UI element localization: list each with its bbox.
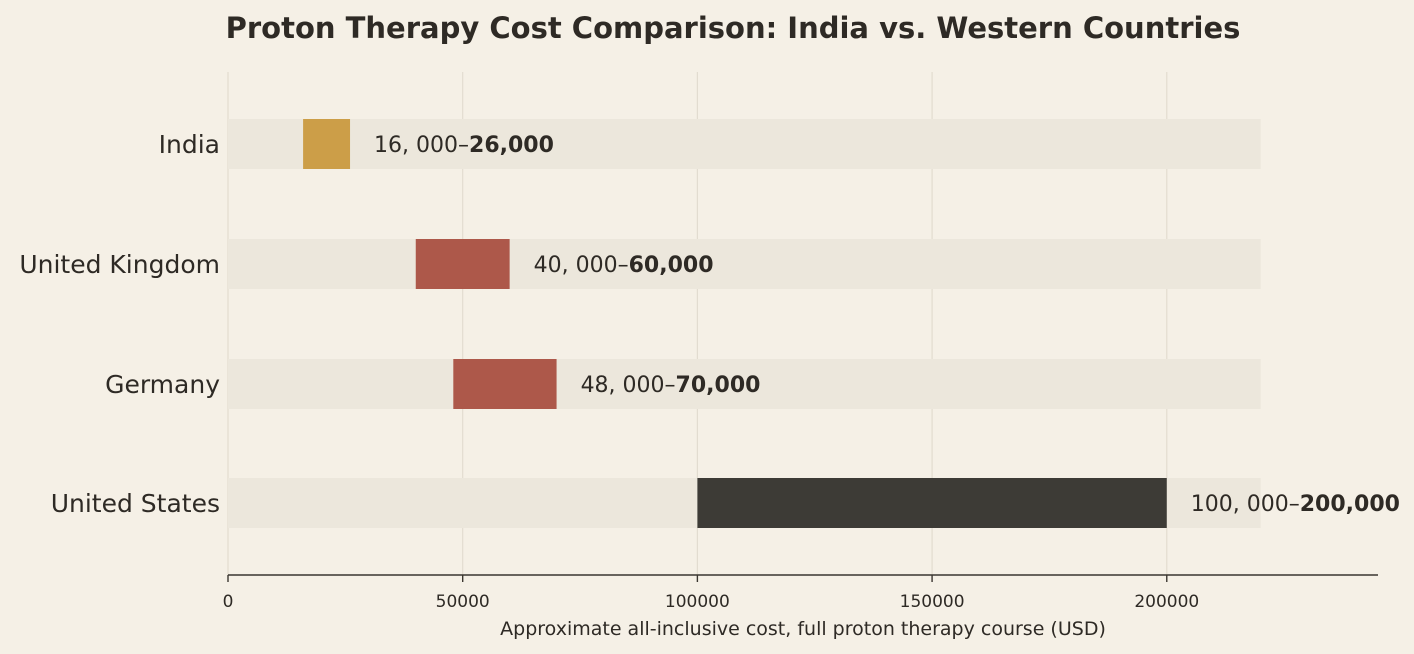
- x-tick-label-1: 50000: [436, 592, 490, 612]
- data-label-high-3: 200,000: [1300, 492, 1400, 517]
- category-label-3: United States: [51, 489, 220, 518]
- chart-title: Proton Therapy Cost Comparison: India vs…: [226, 11, 1241, 45]
- x-tick-label-0: 0: [223, 592, 234, 612]
- data-label-0: 16, 000–26,000: [374, 133, 554, 158]
- x-tick-label-2: 100000: [665, 592, 730, 612]
- range-bar-india: [303, 119, 351, 169]
- category-label-0: India: [159, 130, 220, 159]
- data-label-1: 40, 000–60,000: [534, 253, 714, 278]
- data-label-low-1: 40, 000–: [534, 253, 629, 278]
- background-band-1: [228, 239, 1261, 289]
- data-label-low-0: 16, 000–: [374, 133, 469, 158]
- category-label-2: Germany: [105, 370, 220, 399]
- data-label-high-2: 70,000: [676, 373, 761, 398]
- data-label-high-1: 60,000: [629, 253, 714, 278]
- range-bar-united-states: [697, 478, 1167, 528]
- background-band-2: [228, 359, 1261, 409]
- data-label-2: 48, 000–70,000: [581, 373, 761, 398]
- range-bars: [303, 119, 1167, 528]
- data-label-high-0: 26,000: [469, 133, 554, 158]
- category-labels: India United Kingdom Germany United States: [19, 130, 220, 518]
- x-axis-label: Approximate all-inclusive cost, full pro…: [500, 618, 1106, 640]
- background-band-0: [228, 119, 1261, 169]
- x-tick-label-4: 200000: [1134, 592, 1199, 612]
- range-bar-germany: [453, 359, 557, 409]
- range-bar-united-kingdom: [415, 239, 510, 289]
- data-label-low-3: 100, 000–: [1191, 492, 1300, 517]
- category-label-1: United Kingdom: [19, 250, 220, 279]
- x-tick-label-3: 150000: [900, 592, 965, 612]
- data-label-low-2: 48, 000–: [581, 373, 676, 398]
- x-axis-ticks: 0 50000 100000 150000 200000: [223, 575, 1199, 612]
- data-labels: 16, 000–26,000 40, 000–60,000 48, 000–70,0…: [374, 133, 1400, 517]
- data-label-3: 100, 000–200,000: [1191, 492, 1400, 517]
